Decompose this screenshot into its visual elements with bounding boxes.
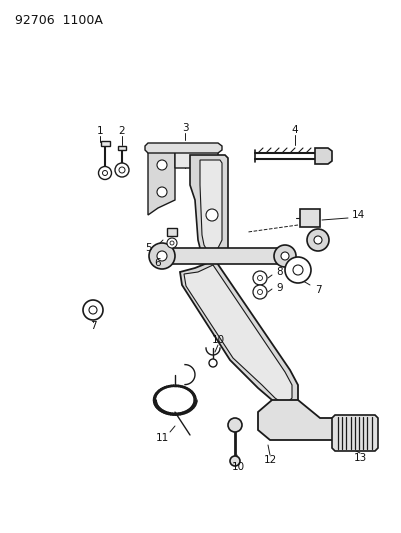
- Circle shape: [115, 163, 129, 177]
- Bar: [300, 209, 320, 227]
- Text: 11: 11: [155, 433, 169, 443]
- Circle shape: [228, 418, 242, 432]
- Circle shape: [257, 276, 263, 280]
- Circle shape: [253, 285, 267, 299]
- Circle shape: [157, 251, 167, 261]
- Text: 1: 1: [97, 126, 103, 136]
- Text: 8: 8: [277, 267, 284, 277]
- Text: 92706  1100A: 92706 1100A: [15, 14, 103, 27]
- Circle shape: [149, 243, 175, 269]
- Circle shape: [314, 236, 322, 244]
- Text: 2: 2: [119, 126, 125, 136]
- Polygon shape: [258, 400, 340, 440]
- Circle shape: [253, 271, 267, 285]
- Circle shape: [157, 187, 167, 197]
- Text: 13: 13: [353, 453, 367, 463]
- Text: 14: 14: [351, 210, 365, 220]
- Circle shape: [230, 456, 240, 466]
- Text: 7: 7: [315, 285, 321, 295]
- Circle shape: [119, 167, 125, 173]
- Text: 9: 9: [277, 283, 284, 293]
- Text: 7: 7: [90, 321, 96, 331]
- Polygon shape: [162, 248, 288, 264]
- Polygon shape: [145, 143, 222, 153]
- Text: 5: 5: [145, 243, 151, 253]
- Text: 4: 4: [292, 125, 298, 135]
- Polygon shape: [315, 148, 332, 164]
- Circle shape: [170, 241, 174, 245]
- Bar: [101, 141, 109, 146]
- Circle shape: [103, 171, 107, 175]
- Text: 6: 6: [155, 258, 161, 268]
- Text: 10: 10: [211, 335, 225, 345]
- Polygon shape: [175, 145, 218, 168]
- Circle shape: [281, 252, 289, 260]
- Circle shape: [206, 209, 218, 221]
- Circle shape: [157, 160, 167, 170]
- Bar: [167, 228, 177, 236]
- Circle shape: [83, 300, 103, 320]
- Circle shape: [99, 166, 111, 180]
- Circle shape: [167, 238, 177, 248]
- Circle shape: [293, 265, 303, 275]
- Text: 3: 3: [182, 123, 188, 133]
- Circle shape: [274, 245, 296, 267]
- Polygon shape: [180, 260, 298, 408]
- Polygon shape: [332, 415, 378, 451]
- Circle shape: [307, 229, 329, 251]
- Text: 10: 10: [231, 462, 245, 472]
- Polygon shape: [184, 265, 292, 405]
- Circle shape: [89, 306, 97, 314]
- Polygon shape: [148, 145, 185, 215]
- Polygon shape: [190, 155, 228, 260]
- Text: 12: 12: [263, 455, 277, 465]
- Circle shape: [209, 359, 217, 367]
- Bar: [118, 146, 126, 150]
- Polygon shape: [200, 160, 222, 252]
- Circle shape: [285, 257, 311, 283]
- Circle shape: [257, 289, 263, 295]
